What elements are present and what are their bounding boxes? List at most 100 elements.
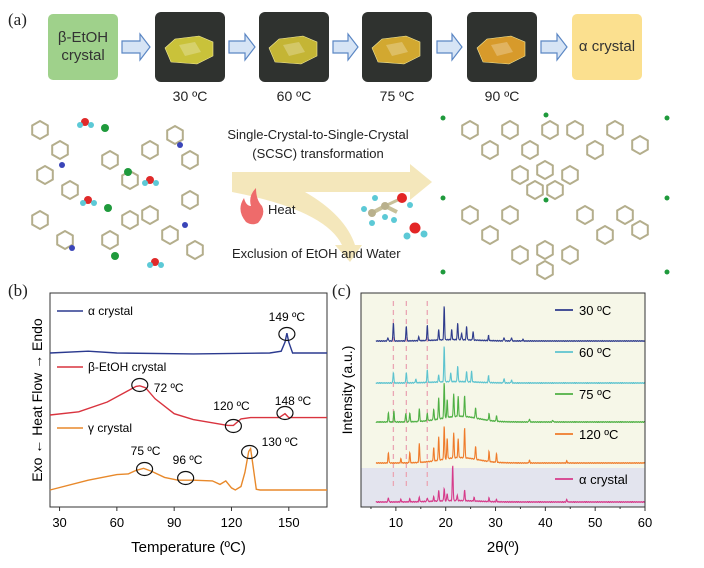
dsc-curve [49, 333, 327, 355]
peak-circle [278, 326, 296, 342]
chloride-ion [664, 269, 670, 275]
chloride-ion [664, 115, 670, 121]
chloride-ion [543, 112, 549, 118]
nitrogen-atom [177, 142, 183, 148]
ring [161, 224, 179, 246]
x-axis-label: 2θ(º) [487, 539, 519, 556]
ring [521, 139, 539, 161]
ring [606, 119, 624, 141]
crystal-highlight [386, 42, 408, 56]
alpha-background [361, 468, 645, 507]
x-tick-label: 120 [221, 515, 243, 530]
step-temp-30: 30 ºC [172, 88, 208, 104]
ring [526, 179, 544, 201]
ring [576, 204, 594, 226]
y-axis-label: Exo ← Heat Flow → Endo [29, 318, 45, 482]
pxrd-chart: 30 ºC 60 ºC 75 ºC 120 ºC α crystal 10 20 30 40 50… [339, 292, 652, 556]
chloride-ion [111, 252, 119, 260]
ring [181, 189, 199, 211]
ring [566, 119, 584, 141]
ring [541, 119, 559, 141]
upper-background [361, 293, 645, 468]
x-tick-label: 30 [488, 515, 502, 530]
ring [166, 124, 184, 146]
right-arrow-icon [540, 32, 568, 62]
alpha-crystal-structure [440, 112, 670, 281]
plot-frame [360, 292, 646, 508]
step-temp-90: 90 ºC [484, 88, 520, 104]
x-tick-label: 40 [538, 515, 552, 530]
dsc-curve [49, 446, 327, 491]
peak-circle [131, 377, 149, 393]
xrd-pattern [375, 426, 646, 465]
x-tick-label: 150 [278, 515, 300, 530]
hydrogen-atom [91, 200, 97, 206]
crystal-photo-75 [362, 12, 432, 82]
nitrogen-atom [59, 162, 65, 168]
dsc-curve [49, 385, 327, 427]
beta-crystal-structure [31, 118, 204, 268]
ring [586, 139, 604, 161]
ring [631, 134, 649, 156]
peak-annotation: 149 ºC [269, 310, 306, 324]
xrd-pattern [375, 346, 645, 385]
crystal-highlight [179, 42, 201, 56]
ring [511, 164, 529, 186]
y-axis-label: Intensity (a.u.) [339, 346, 355, 435]
peak-annotation: 72 ºC [154, 381, 184, 395]
legend-label: 30 ºC [579, 303, 611, 318]
step-temp-60: 60 ºC [276, 88, 312, 104]
x-tick-label: 50 [588, 515, 602, 530]
ring [186, 239, 204, 261]
chloride-ion [440, 195, 446, 201]
heat-label: Heat [268, 202, 296, 217]
dsc-chart: 30 60 90 120 150 Temperature (ºC) Exo ← Heat F… [29, 292, 328, 556]
chloride-ion [104, 204, 112, 212]
peak-circle [177, 470, 195, 486]
legend-label: β-EtOH crystal [88, 360, 166, 374]
ring [101, 149, 119, 171]
peak-annotation: 75 ºC [131, 444, 161, 458]
ring [36, 164, 54, 186]
crystal-gem [371, 35, 421, 65]
chloride-ion [664, 195, 670, 201]
peak-circle [224, 418, 242, 434]
ring [31, 209, 49, 231]
chloride-ion [101, 124, 109, 132]
step-temp-75: 75 ºC [379, 88, 415, 104]
peak-circle [276, 405, 294, 421]
ring [121, 169, 139, 191]
plot-frame [49, 292, 328, 508]
ring [501, 204, 519, 226]
hydrogen-atom [158, 262, 164, 268]
ring [56, 229, 74, 251]
chloride-ion [124, 168, 132, 176]
xrd-pattern [375, 383, 646, 424]
hydrogen-atom [88, 122, 94, 128]
ring [616, 204, 634, 226]
right-arrow-icon [332, 32, 359, 62]
peak-circle [241, 444, 259, 460]
peak-annotation: 96 ºC [173, 453, 203, 467]
water-molecule [403, 222, 428, 240]
ring [61, 179, 79, 201]
oxygen-atom [84, 196, 92, 204]
legend-label: γ crystal [88, 421, 132, 435]
ring [481, 139, 499, 161]
right-arrow-icon [228, 32, 256, 62]
ring [536, 259, 554, 281]
oxygen-atom [146, 176, 154, 184]
ring [561, 244, 579, 266]
ring [596, 224, 614, 246]
peak-annotation: 120 ºC [213, 399, 250, 413]
hydrogen-atom [147, 262, 153, 268]
scsc-label-line2: (SCSC) transformation [252, 146, 384, 161]
ring [181, 149, 199, 171]
x-tick-label: 90 [167, 515, 181, 530]
scsc-label-line1: Single-Crystal-to-Single-Crystal [227, 127, 409, 142]
x-tick-label: 60 [110, 515, 124, 530]
legend-label: 60 ºC [579, 345, 611, 360]
crystal-photo-90 [467, 12, 537, 82]
ring [546, 179, 564, 201]
